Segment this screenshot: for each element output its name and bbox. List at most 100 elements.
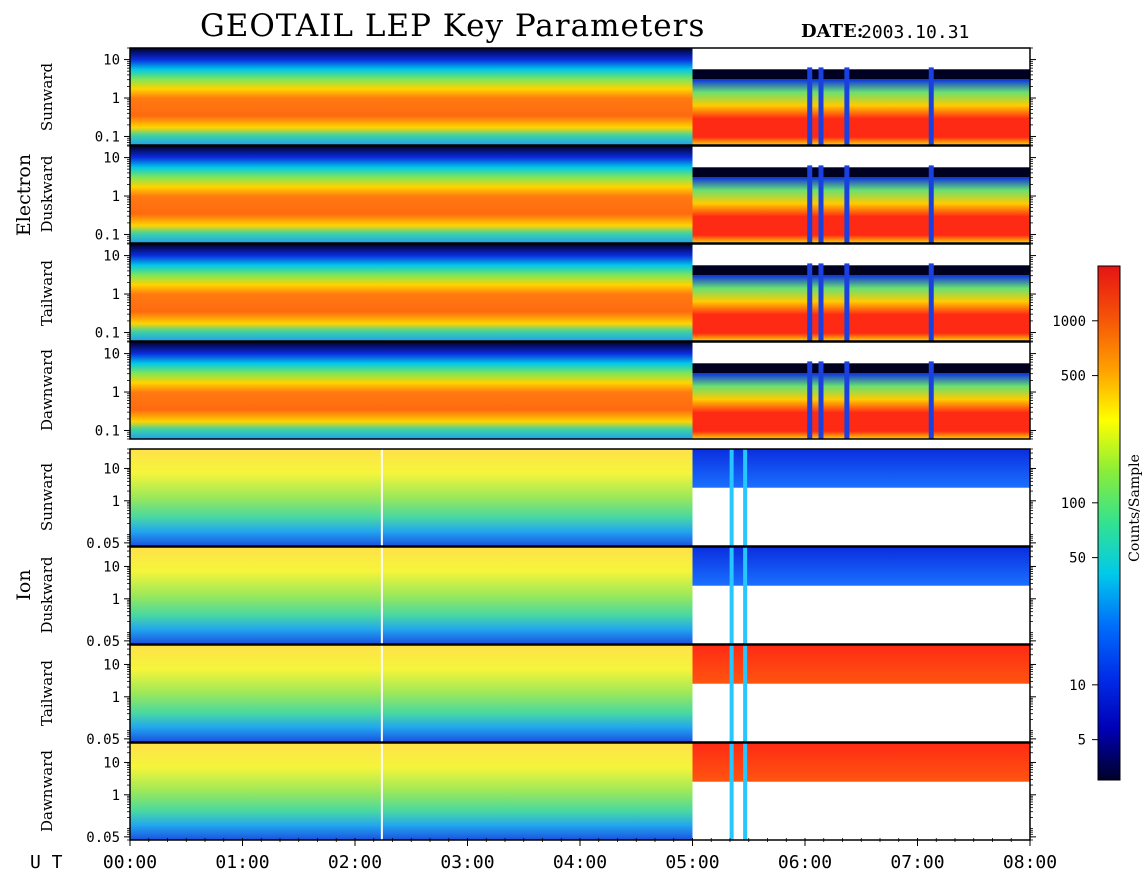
colorbar-tick-label: 1000: [1052, 314, 1086, 330]
data-gap: [692, 48, 1030, 70]
y-tick-label: 1: [112, 189, 120, 205]
panel-electron-dawnward: 10 1 0.1: [95, 341, 1036, 440]
y-tick-label: 1: [112, 287, 120, 303]
y-tick-label: 1: [112, 592, 120, 608]
date-label: DATE:: [801, 21, 864, 42]
spectrogram-image: [844, 361, 850, 439]
panel-electron-sunward: 10 1 0.1: [95, 47, 1036, 146]
spectrogram-image: [928, 263, 934, 341]
spectrogram-image: [743, 743, 748, 840]
spectrogram-image: [807, 165, 813, 243]
spectrogram-image: [818, 361, 824, 439]
data-gap: [380, 645, 383, 742]
y-tick-label: 10: [103, 53, 120, 69]
panel-electron-tailward: 10 1 0.1: [95, 243, 1036, 342]
colorbar-tick-label: 100: [1061, 496, 1086, 512]
x-tick-label: 04:00: [553, 852, 607, 873]
colorbar-tick-label: 500: [1061, 369, 1086, 385]
data-gap: [692, 781, 1030, 840]
data-gap: [380, 743, 383, 840]
spectrogram-image: [692, 645, 1030, 684]
y-tick-label: 0.1: [95, 227, 120, 243]
colorbar-tick-label: 50: [1069, 551, 1086, 567]
y-tick-label: 1: [112, 385, 120, 401]
y-tick-label: 0.05: [86, 830, 120, 846]
y-tick-label: 10: [103, 657, 120, 673]
y-tick-label: 10: [103, 461, 120, 477]
panel-ion-dawnward: 10 1 0.05: [86, 742, 1036, 846]
spectrogram-image: [729, 547, 734, 644]
y-tick-label: 1: [112, 91, 120, 107]
data-gap: [692, 585, 1030, 644]
data-gap: [692, 146, 1030, 168]
y-tick-label: 10: [103, 347, 120, 363]
y-tick-label: 0.05: [86, 536, 120, 552]
y-tick-label: 10: [103, 559, 120, 575]
x-tick-label: 02:00: [328, 852, 382, 873]
x-tick-label: 08:00: [1003, 852, 1057, 873]
spectrogram-image: [844, 67, 850, 145]
y-tick-label: 10: [103, 755, 120, 771]
y-tick-label: 1: [112, 690, 120, 706]
panel-frame: [129, 243, 1031, 342]
x-tick-label: 07:00: [890, 852, 944, 873]
panel-frame: [129, 546, 1031, 645]
spectrogram-image: [692, 275, 1030, 341]
y-tick-label: 10: [103, 249, 120, 265]
spectrogram-image: [743, 449, 748, 546]
spectrogram-image: [692, 449, 1030, 488]
spectrogram-image: [743, 645, 748, 742]
y-tick-label: 1: [112, 494, 120, 510]
y-tick-label: 0.05: [86, 732, 120, 748]
spectrogram-image: [844, 165, 850, 243]
panel-frame: [129, 448, 1031, 547]
spectrogram-image: [807, 361, 813, 439]
panel-electron-duskward: 10 1 0.1: [95, 145, 1036, 244]
y-tick-label: 0.05: [86, 634, 120, 650]
spectrogram-image: [928, 165, 934, 243]
spectrogram-image: [928, 67, 934, 145]
spectrogram-image: [692, 79, 1030, 145]
y-tick-label: 10: [103, 151, 120, 167]
x-tick-label: 06:00: [778, 852, 832, 873]
data-gap: [692, 342, 1030, 364]
panel-ion-duskward: 10 1 0.05: [86, 546, 1036, 650]
y-tick-label: 1: [112, 788, 120, 804]
spectrogram-image: [692, 167, 1030, 178]
spectrogram-image: [818, 165, 824, 243]
spectrogram-image: [692, 547, 1030, 586]
spectrogram-image: [692, 373, 1030, 439]
data-gap: [692, 244, 1030, 266]
panel-frame: [129, 341, 1031, 440]
spectrogram-image: [729, 449, 734, 546]
x-tick-label: 03:00: [440, 852, 494, 873]
spectrogram-image: [692, 177, 1030, 243]
spectrogram-image: [692, 363, 1030, 374]
date-value: 2003.10.31: [861, 22, 970, 43]
spectrogram-image: [692, 743, 1030, 782]
time-axis-prefix: U T: [30, 852, 63, 873]
spectrogram-image: [807, 67, 813, 145]
panel-frame: [129, 145, 1031, 244]
panel-frame: [129, 644, 1031, 743]
spectrogram-image: [729, 743, 734, 840]
x-tick-label: 00:00: [103, 852, 157, 873]
data-gap: [380, 547, 383, 644]
spectrogram-image: [818, 263, 824, 341]
panel-frame: [129, 47, 1031, 146]
colorbar-tick-label: 10: [1069, 678, 1086, 694]
y-tick-label: 0.1: [95, 129, 120, 145]
data-gap: [380, 449, 383, 546]
data-gap: [692, 683, 1030, 742]
spectrogram-image: [692, 265, 1030, 276]
colorbar-label: Counts/Sample: [1127, 454, 1142, 562]
spectrogram-image: [928, 361, 934, 439]
spectrogram-image: [818, 67, 824, 145]
colorbar: [1097, 265, 1121, 781]
panel-ion-tailward: 10 1 0.05: [86, 644, 1036, 748]
spectrogram-image: [807, 263, 813, 341]
data-gap: [692, 487, 1030, 546]
x-tick-label: 05:00: [665, 852, 719, 873]
x-tick-label: 01:00: [215, 852, 269, 873]
